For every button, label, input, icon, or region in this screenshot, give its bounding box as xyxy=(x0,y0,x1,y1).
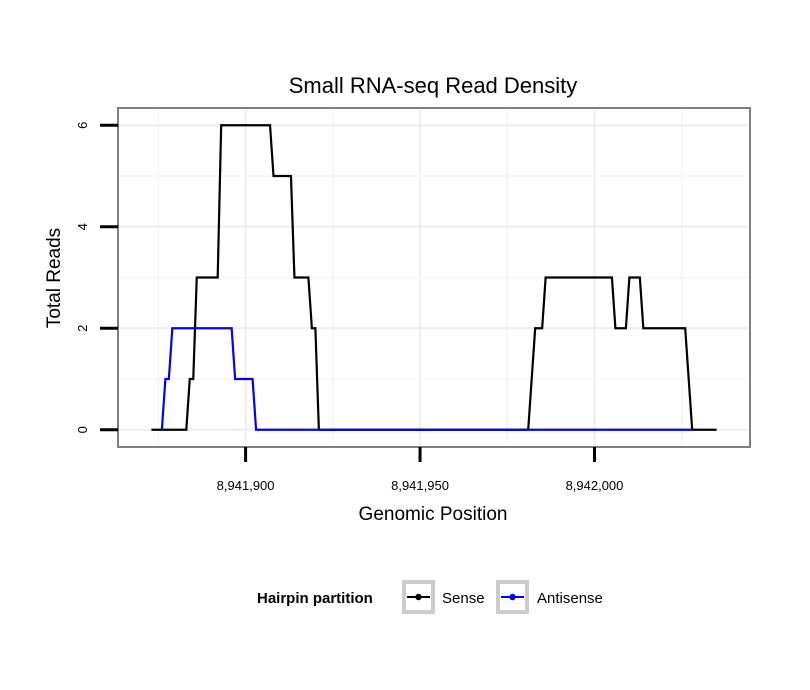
axis-layer: 8,941,900 8,941,950 8,942,000 0 2 4 6 xyxy=(75,122,623,493)
x-tick-label-1: 8,941,950 xyxy=(391,478,449,493)
y-axis-title: Total Reads xyxy=(44,228,65,328)
legend-label-sense: Sense xyxy=(442,590,485,607)
x-tick-label-0: 8,941,900 xyxy=(217,478,275,493)
series-line-antisense xyxy=(160,327,693,431)
plot-panel xyxy=(117,107,751,448)
x-tick-label-2: 8,942,000 xyxy=(566,478,624,493)
legend-key-antisense-marker xyxy=(509,593,516,601)
y-tick-label-3: 6 xyxy=(75,122,90,129)
legend-title: Hairpin partition xyxy=(257,590,373,607)
legend-key-sense-marker xyxy=(415,593,422,601)
y-tick-label-0: 0 xyxy=(75,426,90,433)
legend: Hairpin partition Sense Antisense xyxy=(257,580,603,614)
y-tick-label-1: 2 xyxy=(75,325,90,332)
legend-label-antisense: Antisense xyxy=(537,590,603,607)
y-tick-label-2: 4 xyxy=(75,223,90,230)
series-layer xyxy=(151,124,717,431)
series-line-sense xyxy=(151,124,717,431)
chart-title: Small RNA-seq Read Density xyxy=(289,73,578,98)
x-axis-title: Genomic Position xyxy=(359,504,508,525)
